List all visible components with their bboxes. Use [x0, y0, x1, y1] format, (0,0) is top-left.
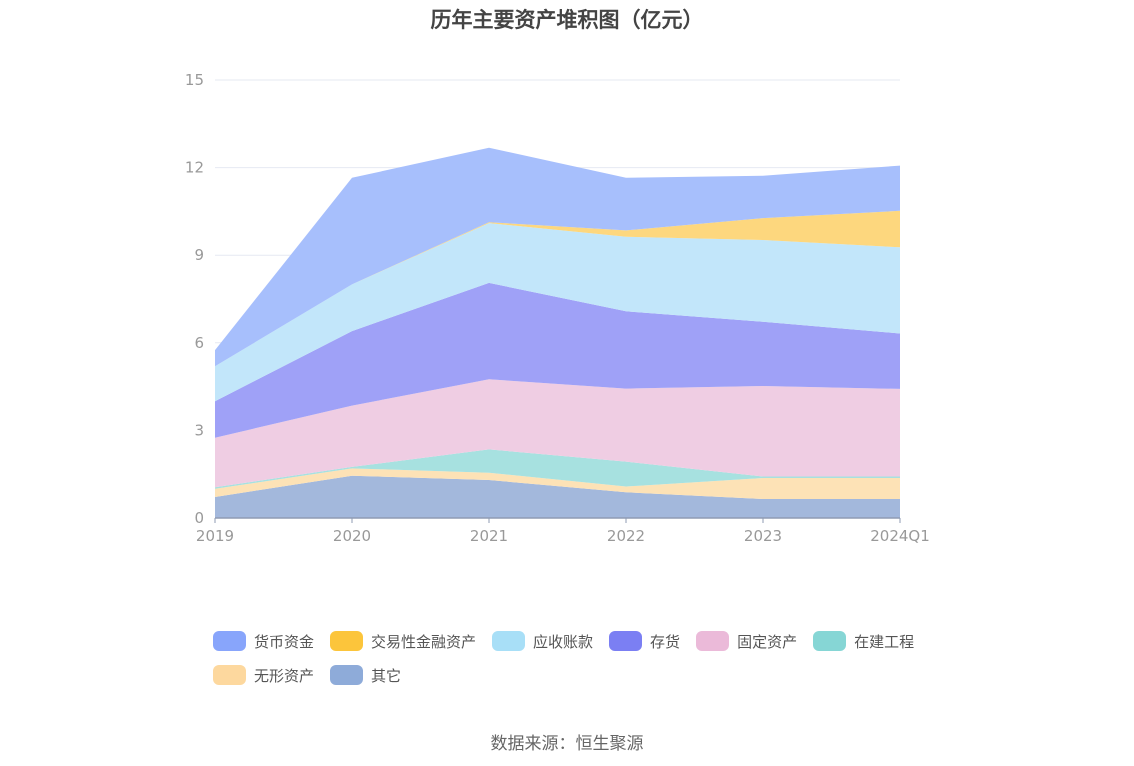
series-area-6: [215, 210, 900, 367]
legend-swatch: [213, 631, 246, 651]
x-tick-label: 2023: [744, 527, 782, 545]
legend-label: 货币资金: [254, 632, 315, 651]
legend-item[interactable]: 无形资产: [213, 664, 314, 686]
y-tick-label: 15: [185, 71, 204, 89]
legend-item[interactable]: 货币资金: [213, 630, 314, 652]
series-area-5: [215, 223, 900, 402]
chart-title: 历年主要资产堆积图（亿元）: [430, 8, 704, 32]
legend-label: 应收账款: [533, 632, 594, 651]
legend-item[interactable]: 交易性金融资产: [330, 630, 476, 652]
series-area-0: [215, 475, 900, 518]
legend-label: 交易性金融资产: [371, 632, 477, 651]
legend-label: 无形资产: [254, 666, 315, 685]
legend-swatch: [696, 631, 730, 651]
y-tick-label: 6: [194, 334, 204, 352]
series-area-4: [215, 282, 900, 438]
legend-swatch: [609, 631, 643, 651]
series-area-7: [215, 147, 900, 367]
stacked-area-chart: 0 3 6 9 12 15 2019 2020 2021 2022 2023 2024Q1: [185, 71, 930, 545]
y-tick-label: 12: [185, 159, 204, 177]
legend-item[interactable]: 其它: [330, 664, 401, 686]
legend-label: 固定资产: [737, 632, 798, 651]
x-tick-label: 2019: [196, 527, 234, 545]
series-area-1: [215, 468, 900, 499]
series-area-3: [215, 379, 900, 488]
y-tick-label: 0: [194, 509, 204, 527]
y-tick-label: 3: [194, 421, 204, 439]
legend-swatch: [330, 665, 364, 685]
area-series: [215, 147, 900, 518]
legend-swatch: [492, 631, 526, 651]
legend-label: 在建工程: [854, 632, 915, 651]
legend-swatch: [813, 631, 847, 651]
axes: 0 3 6 9 12 15 2019 2020 2021 2022 2023 2024Q1: [185, 71, 930, 545]
y-tick-label: 9: [194, 246, 204, 264]
x-tick-label: 2024Q1: [870, 527, 930, 545]
legend-swatch: [330, 631, 364, 651]
legend-swatch: [213, 665, 246, 685]
x-tick-label: 2022: [607, 527, 645, 545]
x-tick-label: 2021: [470, 527, 508, 545]
legend-item[interactable]: 存货: [609, 630, 680, 652]
legend-label: 存货: [650, 632, 681, 651]
source-note: 数据来源：恒生聚源: [490, 734, 644, 754]
legend-item[interactable]: 固定资产: [696, 630, 797, 652]
legend-label: 其它: [371, 666, 402, 685]
legend-item[interactable]: 在建工程: [813, 630, 914, 652]
series-area-2: [215, 449, 900, 489]
legend: 货币资金 交易性金融资产 应收账款 存货 固定资产 在建工程无形资产 其它: [213, 630, 953, 698]
x-tick-label: 2020: [333, 527, 371, 545]
legend-item[interactable]: 应收账款: [492, 630, 593, 652]
